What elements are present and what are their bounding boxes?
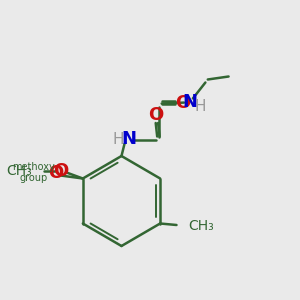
Text: H: H bbox=[113, 132, 124, 147]
Text: N: N bbox=[122, 130, 136, 148]
Text: O: O bbox=[148, 106, 163, 124]
Text: O: O bbox=[48, 164, 63, 181]
Text: methoxy
group: methoxy group bbox=[12, 162, 55, 183]
Text: H: H bbox=[195, 99, 206, 114]
Text: CH₃: CH₃ bbox=[7, 164, 32, 178]
Text: O: O bbox=[53, 162, 68, 180]
Text: N: N bbox=[182, 93, 197, 111]
Text: CH₃: CH₃ bbox=[188, 220, 214, 233]
Text: O: O bbox=[176, 94, 191, 112]
